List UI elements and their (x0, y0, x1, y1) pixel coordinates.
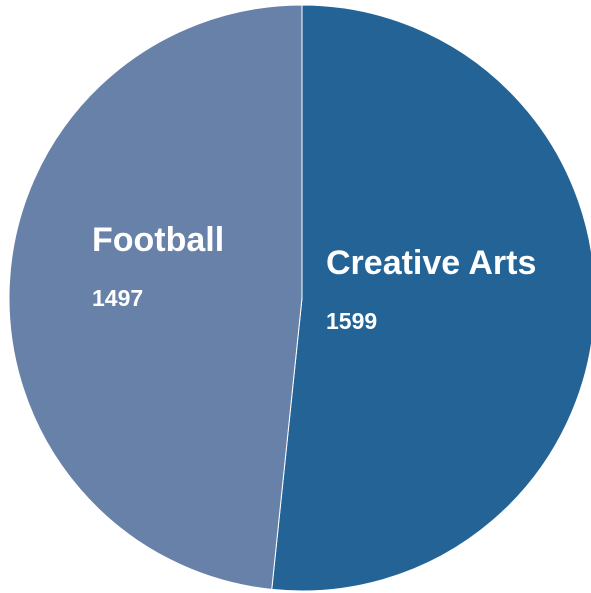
slice-labels: Creative Arts 1599 Football 1497 (92, 221, 536, 334)
slice-label-football: Football (92, 221, 224, 259)
pie-slice-creative-arts (271, 4, 591, 592)
slice-value-creative-arts: 1599 (326, 308, 377, 334)
slice-value-football: 1497 (92, 285, 143, 311)
slice-label-creative-arts: Creative Arts (326, 244, 536, 282)
pie-slices (8, 4, 591, 592)
pie-slice-football (8, 4, 303, 590)
